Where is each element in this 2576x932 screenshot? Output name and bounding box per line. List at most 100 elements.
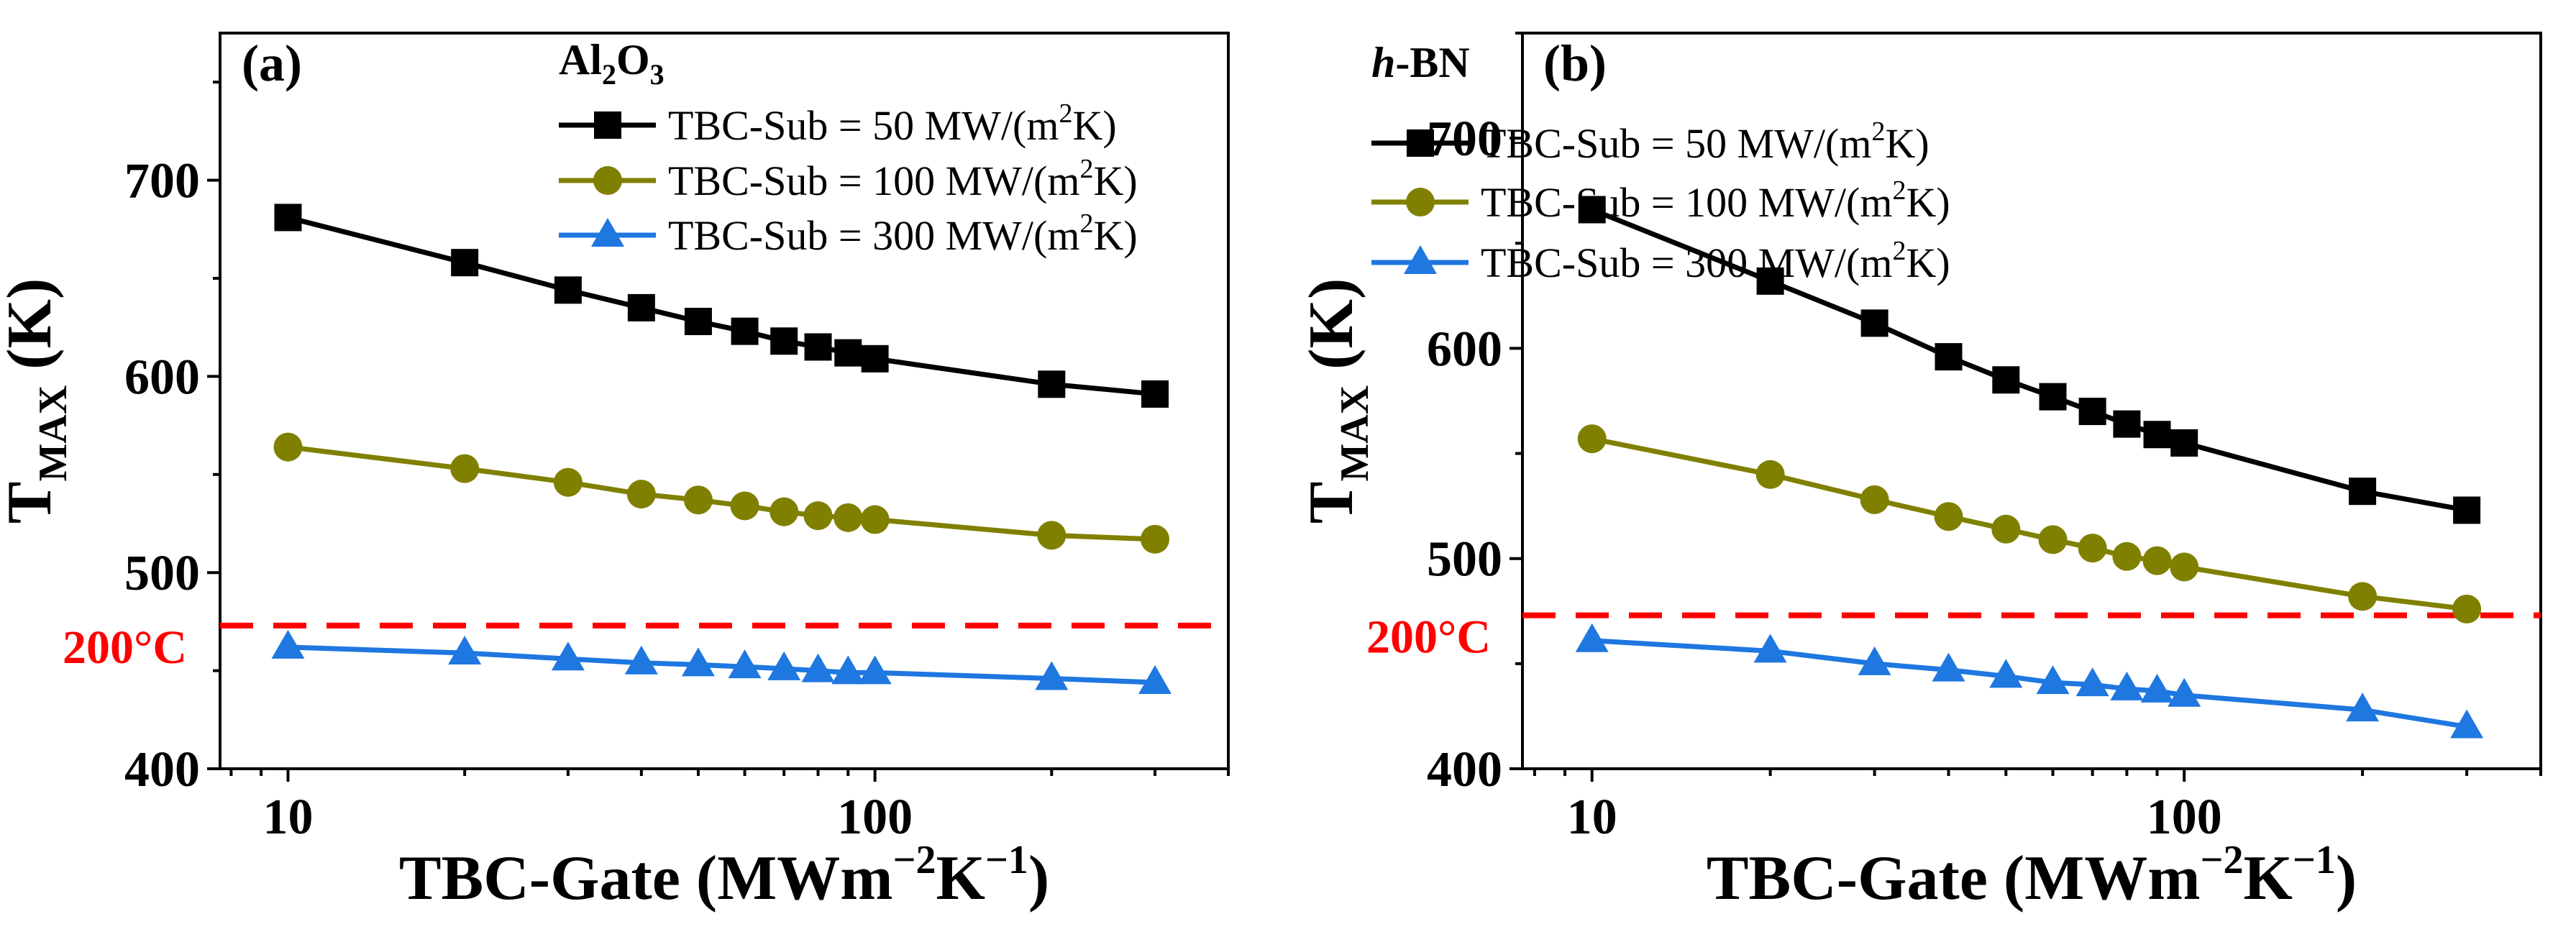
- data-point-square: [2113, 410, 2141, 438]
- reference-line-label-text: 200°C: [1366, 611, 1491, 664]
- legend-label-sup: 2: [1079, 209, 1093, 239]
- legend-label-text: K): [1885, 120, 1929, 167]
- x-axis-title-sup: −2: [893, 838, 936, 882]
- panel-label-text: (a): [242, 35, 302, 92]
- panel-label-text: (b): [1543, 35, 1607, 92]
- data-point-square: [1756, 267, 1784, 295]
- data-point-circle: [860, 505, 890, 534]
- legend-item: TBC-Sub = 300 MW/(m2K): [1371, 236, 1950, 286]
- y-tick-label-text: 500: [124, 546, 200, 601]
- legend-marker-triangle: [591, 218, 624, 247]
- legend-label-text: K): [1093, 157, 1137, 204]
- y-tick-label: 400: [124, 742, 200, 798]
- x-tick-label-text: 100: [837, 790, 913, 845]
- data-point-circle: [2112, 542, 2142, 571]
- legend-label-text: K): [1906, 239, 1950, 286]
- data-point-triangle: [681, 647, 715, 677]
- data-point-circle: [2078, 534, 2107, 563]
- data-point-circle: [2142, 546, 2172, 575]
- data-point-triangle: [2450, 709, 2484, 739]
- data-point-circle: [803, 501, 833, 531]
- data-point-circle: [2038, 525, 2068, 554]
- legend-label: TBC-Sub = 300 MW/(m2K): [1481, 236, 1950, 286]
- legend-label-text: TBC-Sub = 50 MW/(m: [668, 102, 1059, 149]
- data-point-triangle: [448, 636, 482, 665]
- y-tick-label-text: 500: [1427, 532, 1502, 588]
- x-tick-label: 100: [837, 790, 913, 845]
- data-point-circle: [833, 503, 863, 532]
- x-axis-title-sup: −1: [985, 838, 1028, 882]
- x-axis-title-text: K: [2243, 844, 2292, 913]
- data-point-triangle: [801, 653, 835, 682]
- data-point-square: [274, 204, 302, 232]
- legend-label: TBC-Sub = 100 MW/(m2K): [668, 154, 1138, 204]
- legend-label-sup: 2: [1892, 236, 1906, 266]
- legend-label-text: TBC-Sub = 300 MW/(m: [668, 212, 1079, 259]
- data-point-circle: [553, 467, 583, 497]
- y-tick-label-text: 600: [1427, 321, 1502, 377]
- series-line: [288, 644, 1156, 685]
- y-tick-label-text: 700: [124, 154, 200, 209]
- y-tick-label: 400: [1427, 742, 1502, 798]
- y-tick-label: 600: [1427, 321, 1502, 377]
- legend-marker-triangle: [1404, 245, 1437, 274]
- data-point-circle: [1755, 460, 1785, 489]
- legend-title-text: Al: [559, 36, 602, 83]
- legend-title: h-BN: [1371, 39, 1470, 86]
- y-tick-label: 700: [1427, 111, 1502, 167]
- data-point-triangle: [728, 649, 762, 679]
- data-point-triangle: [1858, 646, 1891, 675]
- y-axis-title: TMAX (K): [0, 278, 76, 524]
- series-line: [288, 444, 1156, 542]
- legend-label-text: K): [1072, 102, 1116, 149]
- y-axis-title-text: T: [1297, 482, 1366, 524]
- data-point-square: [1992, 366, 2020, 394]
- y-axis-title-text: (K): [1297, 278, 1366, 385]
- data-point-triangle: [2140, 673, 2174, 703]
- legend-item: TBC-Sub = 300 MW/(m2K): [559, 209, 1138, 259]
- data-point-triangle: [2168, 677, 2201, 707]
- data-point-square: [554, 276, 582, 304]
- data-point-square: [627, 293, 655, 321]
- legend-label-text: TBC-Sub = 100 MW/(m: [1481, 179, 1892, 226]
- legend-label-text: TBC-Sub = 50 MW/(m: [1481, 120, 1871, 167]
- legend-item: TBC-Sub = 50 MW/(m2K): [1371, 116, 1929, 167]
- data-point-triangle: [858, 655, 892, 685]
- legend-label: TBC-Sub = 50 MW/(m2K): [1481, 116, 1929, 167]
- series-line: [1591, 436, 2467, 612]
- x-tick-label-text: 10: [262, 790, 313, 845]
- data-point-circle: [1934, 502, 1963, 531]
- legend-label: TBC-Sub = 50 MW/(m2K): [668, 99, 1117, 149]
- reference-line-label-text: 200°C: [63, 621, 187, 674]
- y-tick-label: 700: [124, 154, 200, 209]
- legend-label-text: K): [1093, 212, 1137, 259]
- data-point-square: [2039, 383, 2067, 411]
- x-axis-title-sup: −2: [2201, 838, 2244, 882]
- legend-title-sub: 2: [602, 58, 616, 91]
- data-point-circle: [1141, 524, 1170, 554]
- data-point-triangle: [2075, 667, 2109, 697]
- data-point-circle: [730, 491, 759, 521]
- plot-frame: [1521, 32, 2542, 770]
- series-square: [274, 204, 1169, 408]
- data-point-square: [2078, 398, 2106, 426]
- data-point-square: [731, 317, 759, 345]
- data-point-circle: [1991, 514, 2021, 544]
- data-point-triangle: [1932, 652, 1965, 682]
- legend-title-italic: h: [1371, 39, 1395, 86]
- data-point-triangle: [1989, 659, 2023, 688]
- data-point-square: [1935, 343, 1963, 371]
- legend-label-sup: 2: [1079, 154, 1093, 184]
- legend-label-text: TBC-Sub = 100 MW/(m: [668, 157, 1079, 204]
- legend-marker-square: [594, 111, 621, 139]
- series-square: [1578, 196, 2481, 524]
- data-point-square: [861, 344, 889, 373]
- y-axis-title-sub: MAX: [1333, 385, 1377, 482]
- plot-frame: [219, 32, 1230, 770]
- reference-line-label: 200°C: [1366, 611, 1491, 664]
- data-point-circle: [1860, 485, 1889, 514]
- data-point-circle: [450, 454, 480, 483]
